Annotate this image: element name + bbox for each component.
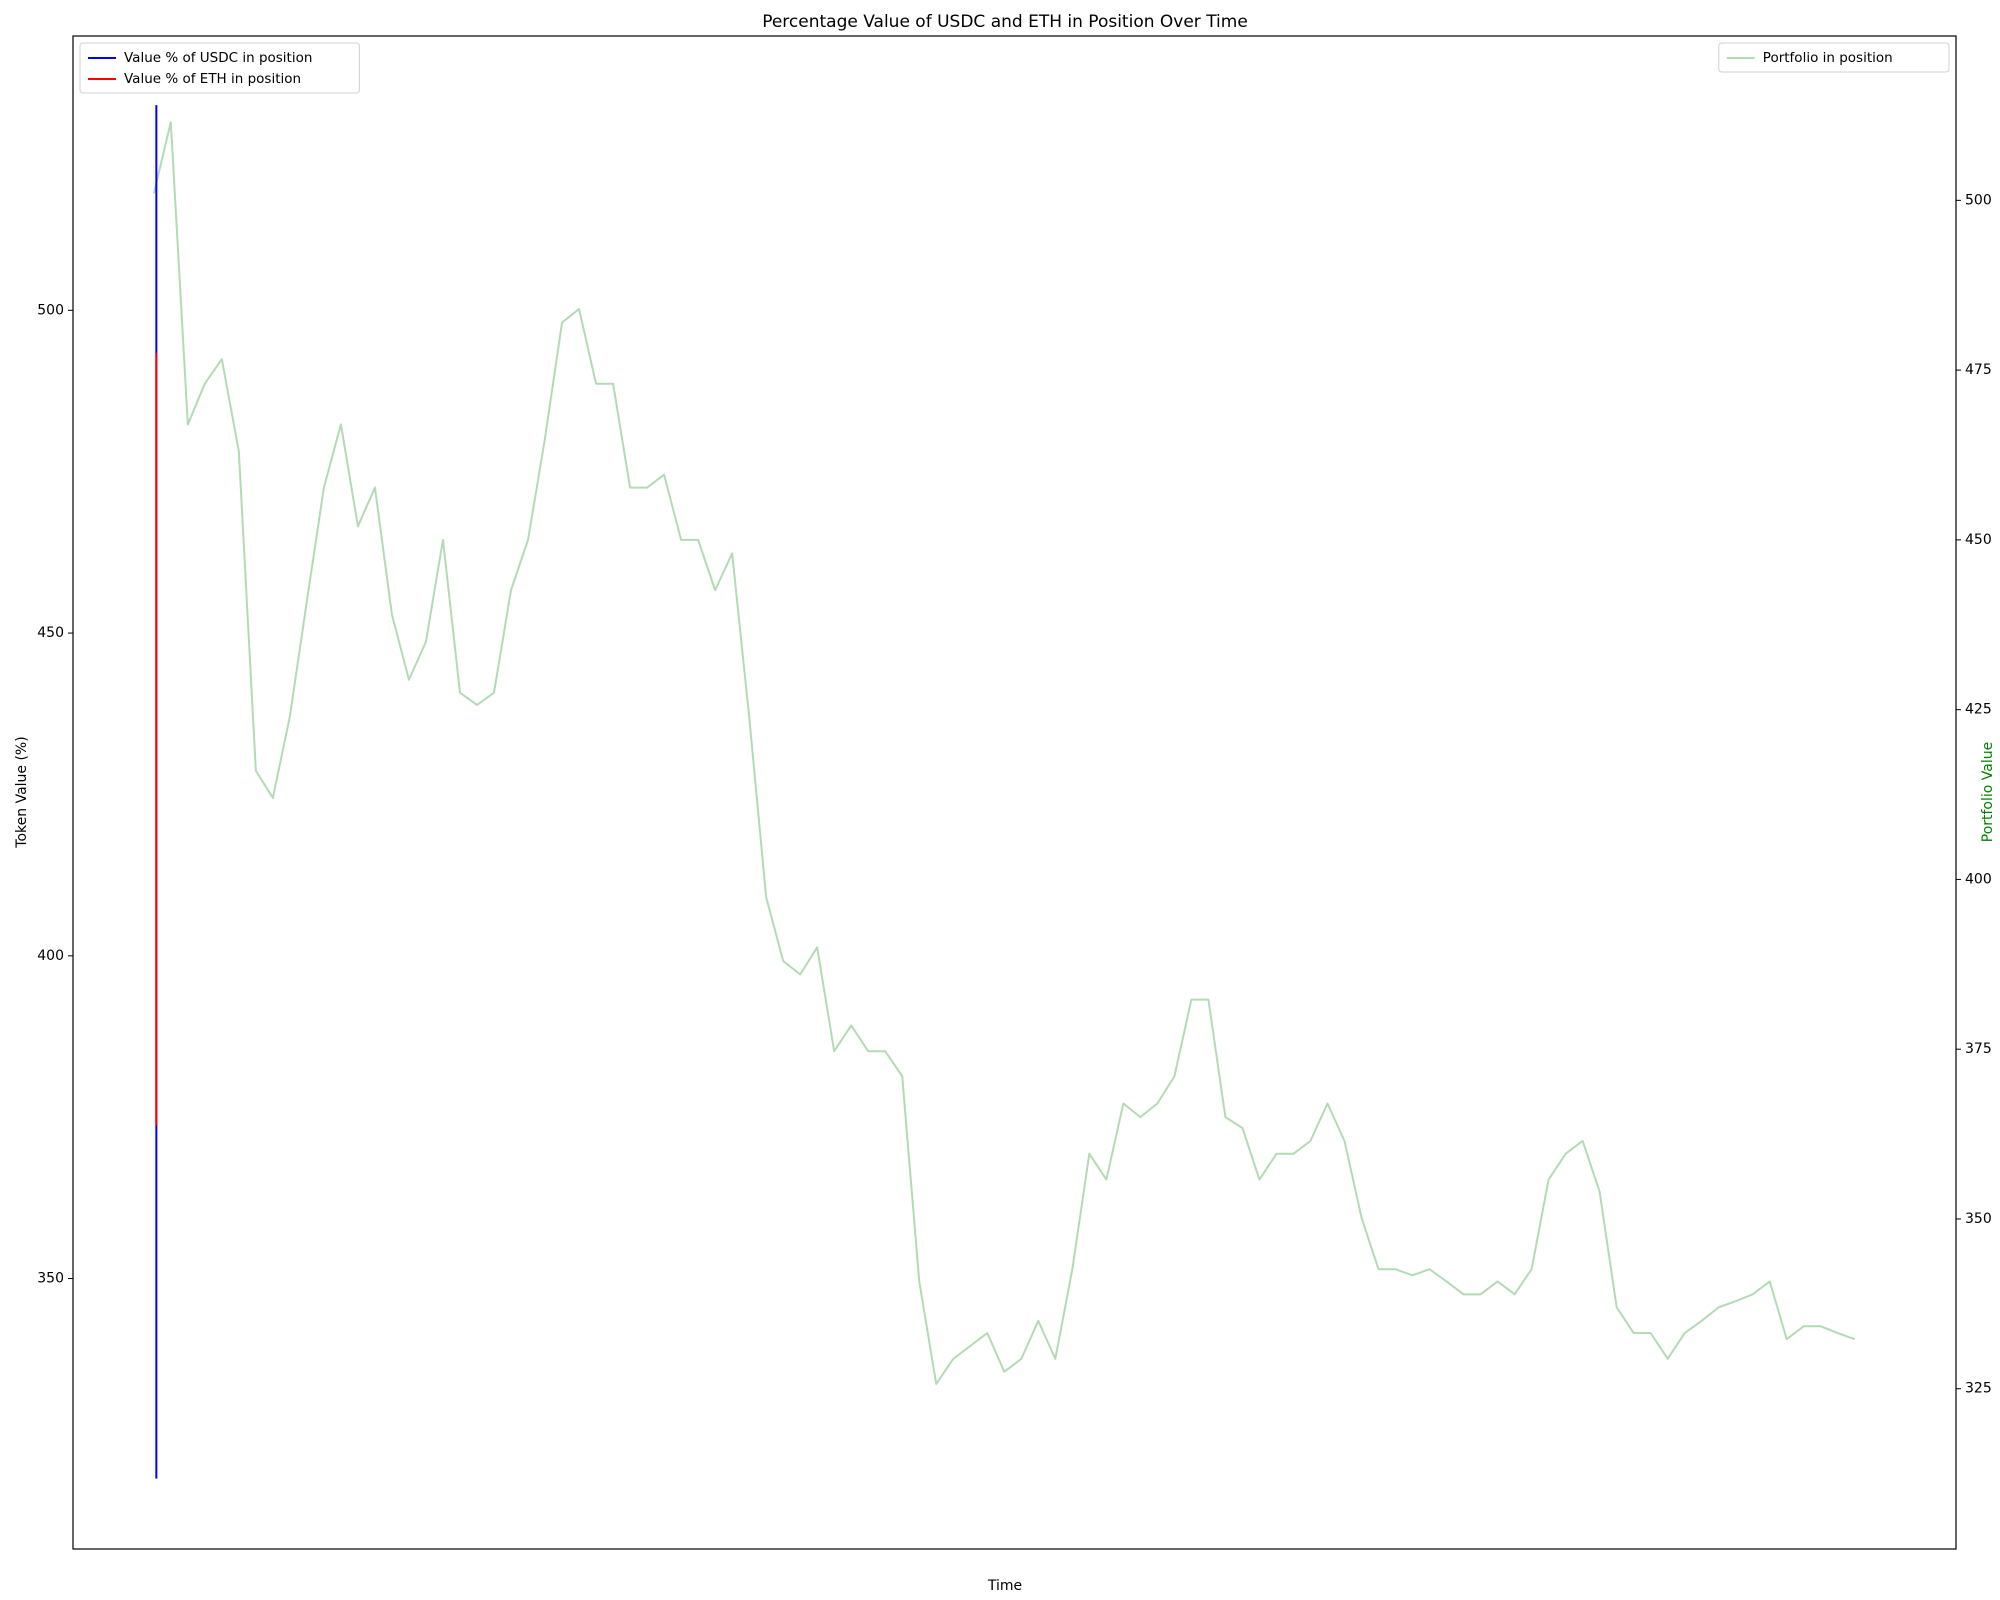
- y2-tick-label: 450: [1965, 532, 1992, 548]
- x-axis-label: Time: [987, 1578, 1022, 1594]
- y2-tick-label: 375: [1965, 1041, 1992, 1057]
- legend-box: [1718, 42, 1950, 73]
- legend-label: Value % of ETH in position: [124, 71, 301, 87]
- y-axis-label: Token Value (%): [14, 736, 30, 848]
- y-tick-label: 500: [37, 302, 64, 318]
- y2-tick-label: 425: [1965, 702, 1992, 718]
- plot-frame: [72, 35, 1957, 1550]
- y2-tick-label: 475: [1965, 362, 1992, 378]
- legend-label: Value % of USDC in position: [124, 50, 312, 66]
- y2-tick-label: 325: [1965, 1381, 1992, 1397]
- y-tick-label: 450: [37, 625, 64, 641]
- y2-tick-label: 350: [1965, 1211, 1992, 1227]
- series-line: [152, 121, 1856, 1385]
- chart-title: Percentage Value of USDC and ETH in Posi…: [762, 12, 1248, 32]
- legend: Portfolio in position: [1718, 42, 1950, 73]
- legend-box: [79, 42, 360, 94]
- y2-tick-label: 400: [1965, 871, 1992, 887]
- y2-tick-label: 500: [1965, 192, 1992, 208]
- legend-label: Portfolio in position: [1763, 50, 1893, 66]
- y-tick-label: 400: [37, 948, 64, 964]
- legend: Value % of USDC in position Value % of ET…: [79, 42, 360, 94]
- y-tick-label: 350: [37, 1271, 64, 1287]
- y2-axis-label: Portfolio Value: [1980, 742, 1996, 843]
